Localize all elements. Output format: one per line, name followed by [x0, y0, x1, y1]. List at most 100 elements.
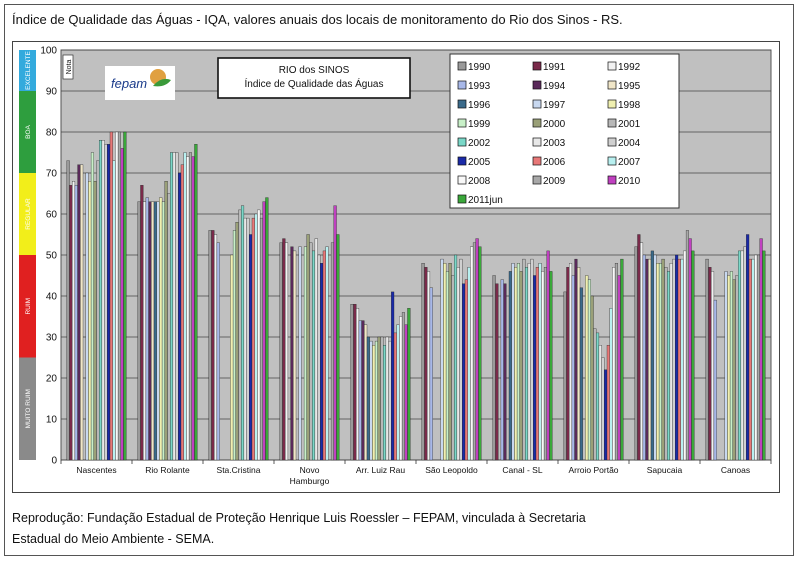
- bar-1991-0: [69, 185, 73, 461]
- x-category-label: Arroio Portão: [568, 465, 618, 475]
- bar-1994-4: [361, 320, 365, 461]
- legend-swatch-2011jun: [457, 194, 467, 204]
- bar-1993-9: [713, 299, 717, 461]
- bar-2009-4: [401, 312, 405, 461]
- bar-2011jun-1: [194, 144, 198, 461]
- bar-2000-1: [164, 181, 168, 461]
- bar-2007-9: [751, 258, 755, 461]
- bar-2010-6: [546, 250, 550, 461]
- bar-1998-8: [656, 263, 660, 461]
- bar-2004-2: [246, 217, 250, 461]
- caption: Reprodução: Fundação Estadual de Proteçã…: [12, 508, 586, 550]
- legend-label: 1990: [468, 62, 491, 73]
- legend-swatch-1998: [607, 99, 617, 109]
- bar-1990-7: [563, 291, 567, 461]
- legend-label: 2007: [618, 157, 641, 168]
- legend-swatch-2000: [532, 118, 542, 128]
- chart-subtitle: Índice de Qualidade das Águas: [245, 77, 384, 90]
- bar-2008-0: [115, 131, 119, 461]
- bar-1999-3: [303, 246, 307, 461]
- bar-1996-8: [650, 250, 654, 461]
- bar-1993-2: [216, 242, 220, 461]
- legend-swatch-1999: [457, 118, 467, 128]
- y-tick-label: 60: [46, 210, 58, 221]
- bar-2005-9: [746, 234, 750, 461]
- bar-1992-5: [427, 271, 431, 461]
- bar-2002-4: [383, 345, 387, 461]
- legend-swatch-2005: [457, 156, 467, 166]
- legend-swatch-2009: [532, 175, 542, 185]
- bar-2008-9: [754, 254, 758, 461]
- bar-2008-1: [186, 156, 190, 461]
- bar-1990-6: [492, 275, 496, 461]
- bar-2006-8: [677, 258, 681, 461]
- bar-1997-0: [85, 172, 89, 461]
- quality-band-label: REGULAR: [25, 198, 32, 230]
- bar-2004-4: [388, 340, 392, 461]
- y-tick-label: 10: [46, 415, 58, 426]
- legend-swatch-1997: [532, 99, 542, 109]
- legend-label: 1994: [543, 81, 566, 92]
- bar-1991-1: [140, 185, 144, 461]
- bar-2010-1: [191, 156, 195, 461]
- bar-1992-8: [640, 242, 644, 461]
- bar-1994-1: [148, 201, 152, 461]
- bar-2001-1: [167, 193, 171, 461]
- legend-swatch-2010: [607, 175, 617, 185]
- bar-2006-4: [393, 332, 397, 461]
- bar-1998-7: [585, 275, 589, 461]
- logo-text: fepam: [111, 76, 147, 91]
- bar-1994-7: [574, 258, 578, 461]
- bar-2010-4: [404, 324, 408, 461]
- bar-2003-2: [243, 217, 247, 461]
- legend-swatch-2003: [532, 137, 542, 147]
- bar-1998-9: [727, 275, 731, 461]
- legend-swatch-2007: [607, 156, 617, 166]
- bar-1992-9: [711, 271, 715, 461]
- bar-2010-9: [759, 238, 763, 461]
- bar-1990-1: [137, 201, 141, 461]
- bar-2000-9: [732, 279, 736, 461]
- bar-2006-5: [464, 279, 468, 461]
- bar-1994-6: [503, 283, 507, 461]
- bar-1998-2: [230, 254, 234, 461]
- bar-2007-1: [183, 152, 187, 461]
- x-category-label: Nascentes: [76, 465, 116, 475]
- legend-swatch-1994: [532, 80, 542, 90]
- bar-2005-1: [178, 172, 182, 461]
- bar-2011jun-8: [691, 250, 695, 461]
- bar-1992-7: [569, 263, 573, 461]
- bar-2000-2: [235, 222, 239, 461]
- bar-2004-8: [672, 258, 676, 461]
- bar-2005-3: [320, 263, 324, 461]
- bar-2001-9: [735, 275, 739, 461]
- bar-1996-1: [153, 201, 157, 461]
- bar-2007-5: [467, 267, 471, 461]
- bar-2006-3: [322, 250, 326, 461]
- bar-2004-1: [175, 152, 179, 461]
- bar-2007-7: [609, 308, 613, 461]
- bar-1999-1: [161, 201, 165, 461]
- legend-label: 1997: [543, 100, 566, 111]
- bar-1994-0: [77, 164, 81, 461]
- legend-label: 2006: [543, 157, 566, 168]
- y-tick-label: 70: [46, 169, 58, 180]
- quality-band-5: [19, 357, 36, 460]
- bar-2011jun-2: [265, 197, 269, 461]
- quality-band-label: EXCELENTE: [25, 51, 32, 90]
- bar-2007-0: [112, 160, 116, 461]
- bar-2002-9: [738, 250, 742, 461]
- x-category-label: Arr. Luiz Rau: [356, 465, 405, 475]
- quality-band-label: MUITO RUIM: [25, 389, 32, 428]
- bar-1999-6: [516, 263, 520, 461]
- legend-swatch-1992: [607, 61, 617, 71]
- bar-1994-8: [645, 258, 649, 461]
- bar-2010-5: [475, 238, 479, 461]
- bar-1990-3: [279, 242, 283, 461]
- bar-1998-4: [372, 345, 376, 461]
- bar-2000-6: [519, 271, 523, 461]
- bar-2002-8: [667, 271, 671, 461]
- bar-1992-3: [285, 242, 289, 461]
- bar-2007-4: [396, 324, 400, 461]
- bar-2005-5: [462, 283, 466, 461]
